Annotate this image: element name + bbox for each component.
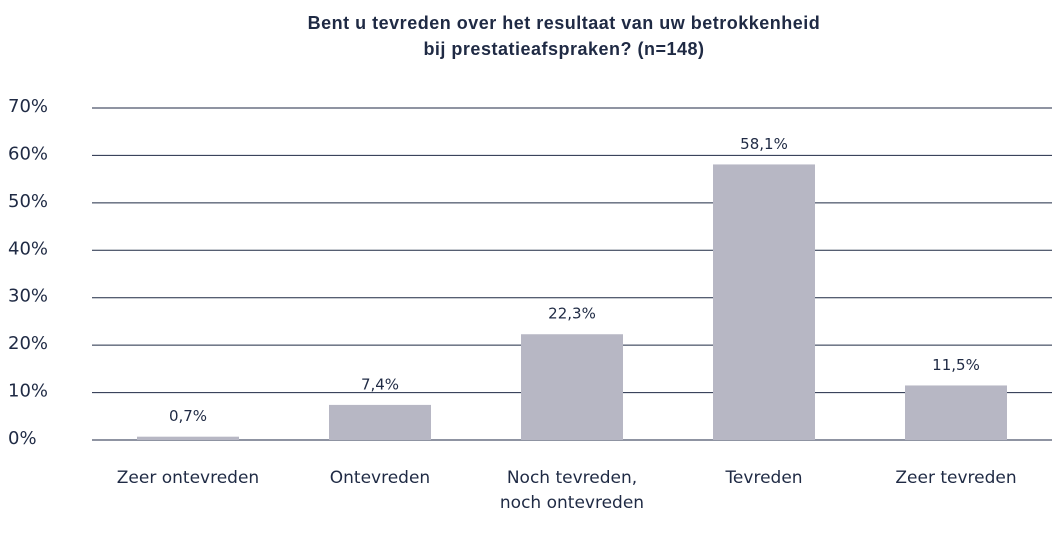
y-tick-label: 20% xyxy=(8,333,48,354)
bar xyxy=(329,404,431,440)
chart-title: Bent u tevreden over het resultaat van u… xyxy=(308,13,821,33)
bar xyxy=(713,164,815,440)
y-tick-label: 70% xyxy=(8,96,48,117)
y-tick-label: 10% xyxy=(8,381,48,402)
x-tick-label: Noch tevreden, noch ontevreden xyxy=(500,468,644,513)
bar xyxy=(905,385,1007,440)
y-tick-label: 60% xyxy=(8,143,48,164)
y-tick-label: 40% xyxy=(8,238,48,259)
y-tick-label: 0% xyxy=(8,428,37,449)
bar xyxy=(521,334,623,440)
chart-title: bij prestatieafspraken? (n=148) xyxy=(423,39,704,59)
value-label: 7,4% xyxy=(361,375,399,393)
value-label: 58,1% xyxy=(740,135,788,153)
bar xyxy=(137,436,239,440)
y-tick-label: 50% xyxy=(8,191,48,212)
value-label: 22,3% xyxy=(548,305,596,323)
x-tick-label: Tevreden xyxy=(724,468,802,488)
x-tick-label: Zeer tevreden xyxy=(895,468,1016,488)
x-tick-label: Zeer ontevreden xyxy=(117,468,259,488)
x-tick-label: Ontevreden xyxy=(330,468,430,488)
value-label: 0,7% xyxy=(169,407,207,425)
value-label: 11,5% xyxy=(932,356,980,374)
y-tick-label: 30% xyxy=(8,286,48,307)
